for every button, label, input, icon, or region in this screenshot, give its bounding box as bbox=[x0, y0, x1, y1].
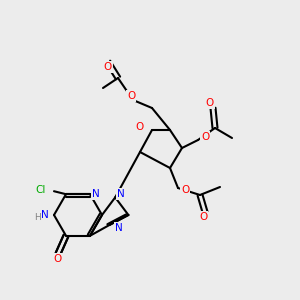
Text: N: N bbox=[92, 189, 100, 199]
Text: Cl: Cl bbox=[36, 185, 46, 195]
Text: N: N bbox=[115, 223, 123, 233]
Text: N: N bbox=[117, 189, 125, 200]
Text: O: O bbox=[104, 62, 112, 72]
Text: O: O bbox=[54, 254, 62, 264]
Text: O: O bbox=[181, 185, 189, 195]
Text: O: O bbox=[201, 132, 209, 142]
Text: N: N bbox=[41, 210, 49, 220]
Text: O: O bbox=[136, 122, 144, 132]
Text: H: H bbox=[34, 214, 41, 223]
Text: O: O bbox=[199, 212, 207, 222]
Text: O: O bbox=[206, 98, 214, 108]
Text: O: O bbox=[127, 91, 135, 101]
